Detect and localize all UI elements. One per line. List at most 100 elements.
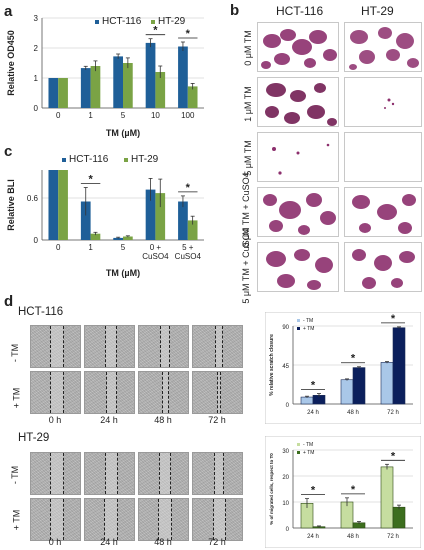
significance-star: * <box>311 380 316 392</box>
x-tick-label: 5 + <box>182 243 194 252</box>
time-label: 24 h <box>100 415 118 425</box>
significance-star: * <box>153 25 158 37</box>
bar <box>58 78 68 108</box>
scratch-gap <box>50 453 64 494</box>
bar <box>145 189 156 240</box>
y-tick-label: 90 <box>282 325 289 331</box>
colony-image <box>344 242 422 292</box>
scratch-image <box>84 498 135 541</box>
row-label-minus-tm: - TM <box>10 343 21 363</box>
panel-letter-b: b <box>230 2 239 19</box>
row-label-minus-tm-ht: - TM <box>10 465 21 485</box>
colony-image <box>344 77 422 127</box>
scratch-image <box>84 452 135 495</box>
x-tick-label: 72 h <box>387 410 399 416</box>
time-label: 24 h <box>100 537 118 547</box>
scratch-image <box>30 371 81 414</box>
significance-star: * <box>186 28 191 40</box>
colony-image <box>257 22 339 72</box>
bar <box>90 233 101 240</box>
scratch-title-ht29: HT-29 <box>18 432 50 444</box>
panel-letter-d: d <box>4 293 13 310</box>
legend-swatch <box>297 319 300 322</box>
bar <box>48 78 59 108</box>
scratch-gap <box>215 326 223 367</box>
significance-star: * <box>351 484 356 496</box>
x-axis-label: TM (µM) <box>106 268 140 278</box>
significance-star: * <box>88 174 93 186</box>
col-header-hct116: HCT-116 <box>276 4 324 18</box>
legend-swatch <box>62 158 66 162</box>
y-tick-label: 3 <box>34 14 39 23</box>
bar <box>380 362 394 405</box>
bar <box>178 201 188 240</box>
legend-swatch <box>95 20 99 24</box>
scratch-image <box>138 325 189 368</box>
colony-image <box>344 132 422 182</box>
time-label: 48 h <box>154 415 172 425</box>
x-tick-label: 5 <box>121 243 126 252</box>
scratch-gap <box>104 499 118 540</box>
scratch-gap <box>50 499 64 540</box>
x-tick-label: 0 <box>56 243 61 252</box>
bar <box>187 220 198 240</box>
legend-swatch <box>124 158 128 162</box>
legend-swatch <box>297 451 300 454</box>
legend-label: + TM <box>303 326 314 332</box>
x-tick-label: 100 <box>181 111 195 120</box>
time-label: 0 h <box>48 537 62 547</box>
bar <box>155 193 166 240</box>
bar <box>113 56 123 108</box>
row-label-1tm: 1 μM TM <box>243 86 253 122</box>
bar <box>90 66 101 108</box>
y-tick-label: 10 <box>282 501 289 507</box>
panel-letter-b-wrap: b <box>230 2 239 19</box>
time-label: 0 h <box>48 415 62 425</box>
significance-star: * <box>186 182 191 194</box>
x-tick-label: 1 <box>88 243 93 252</box>
scratch-image <box>138 452 189 495</box>
y-tick-label: 1 <box>34 74 39 83</box>
chart-d-ht: 0 10 20 30 24 h 48 h 72 h * * * % of migrated cell… <box>265 436 421 548</box>
scratch-image <box>192 325 243 368</box>
y-tick-label: 0 <box>286 403 290 409</box>
panel-letter-d-wrap: d <box>4 293 13 310</box>
x-tick-label: CuSO4 <box>175 252 202 261</box>
bar <box>392 327 406 405</box>
panel-b: b HCT-116 HT-29 0 μM TM 1 μM TM 5 μM TM … <box>226 0 424 304</box>
y-tick-label: 20 <box>282 475 289 481</box>
time-label: 72 h <box>208 537 226 547</box>
y-tick-label: 45 <box>282 364 289 370</box>
legend-label: - TM <box>303 442 313 448</box>
col-header-ht29: HT-29 <box>361 4 394 18</box>
legend-label: - TM <box>303 318 313 324</box>
bar <box>145 42 156 108</box>
x-tick-label: 5 <box>121 111 126 120</box>
scratch-gap <box>214 453 224 494</box>
x-tick-label: 0 <box>56 111 61 120</box>
chart-a: a 0 1 2 3 0 1 5 10 100 * * TM (µM) Relative OD450 HCT… <box>4 3 204 138</box>
x-tick-label: 24 h <box>307 410 319 416</box>
colony-image <box>257 242 339 292</box>
scratch-gap <box>217 372 221 413</box>
legend-swatch <box>297 443 300 446</box>
bar <box>392 506 406 529</box>
x-tick-label: 1 <box>88 111 93 120</box>
scratch-image <box>30 498 81 541</box>
bar <box>340 379 354 405</box>
significance-star: * <box>391 313 396 325</box>
scratch-image <box>192 498 243 541</box>
bar <box>80 201 91 240</box>
scratch-gap <box>160 326 170 367</box>
legend-swatch <box>297 327 300 330</box>
scratch-gap <box>161 372 169 413</box>
legend-label: HCT-116 <box>102 16 142 27</box>
row-label-plus-tm: + TM <box>11 387 22 409</box>
scratch-image <box>30 452 81 495</box>
x-tick-label: 48 h <box>347 410 359 416</box>
legend-label: HT-29 <box>131 154 159 165</box>
scratch-gap <box>105 372 117 413</box>
scratch-image <box>84 371 135 414</box>
y-axis-label: % relative scratch closure <box>269 334 275 396</box>
scratch-image <box>138 498 189 541</box>
